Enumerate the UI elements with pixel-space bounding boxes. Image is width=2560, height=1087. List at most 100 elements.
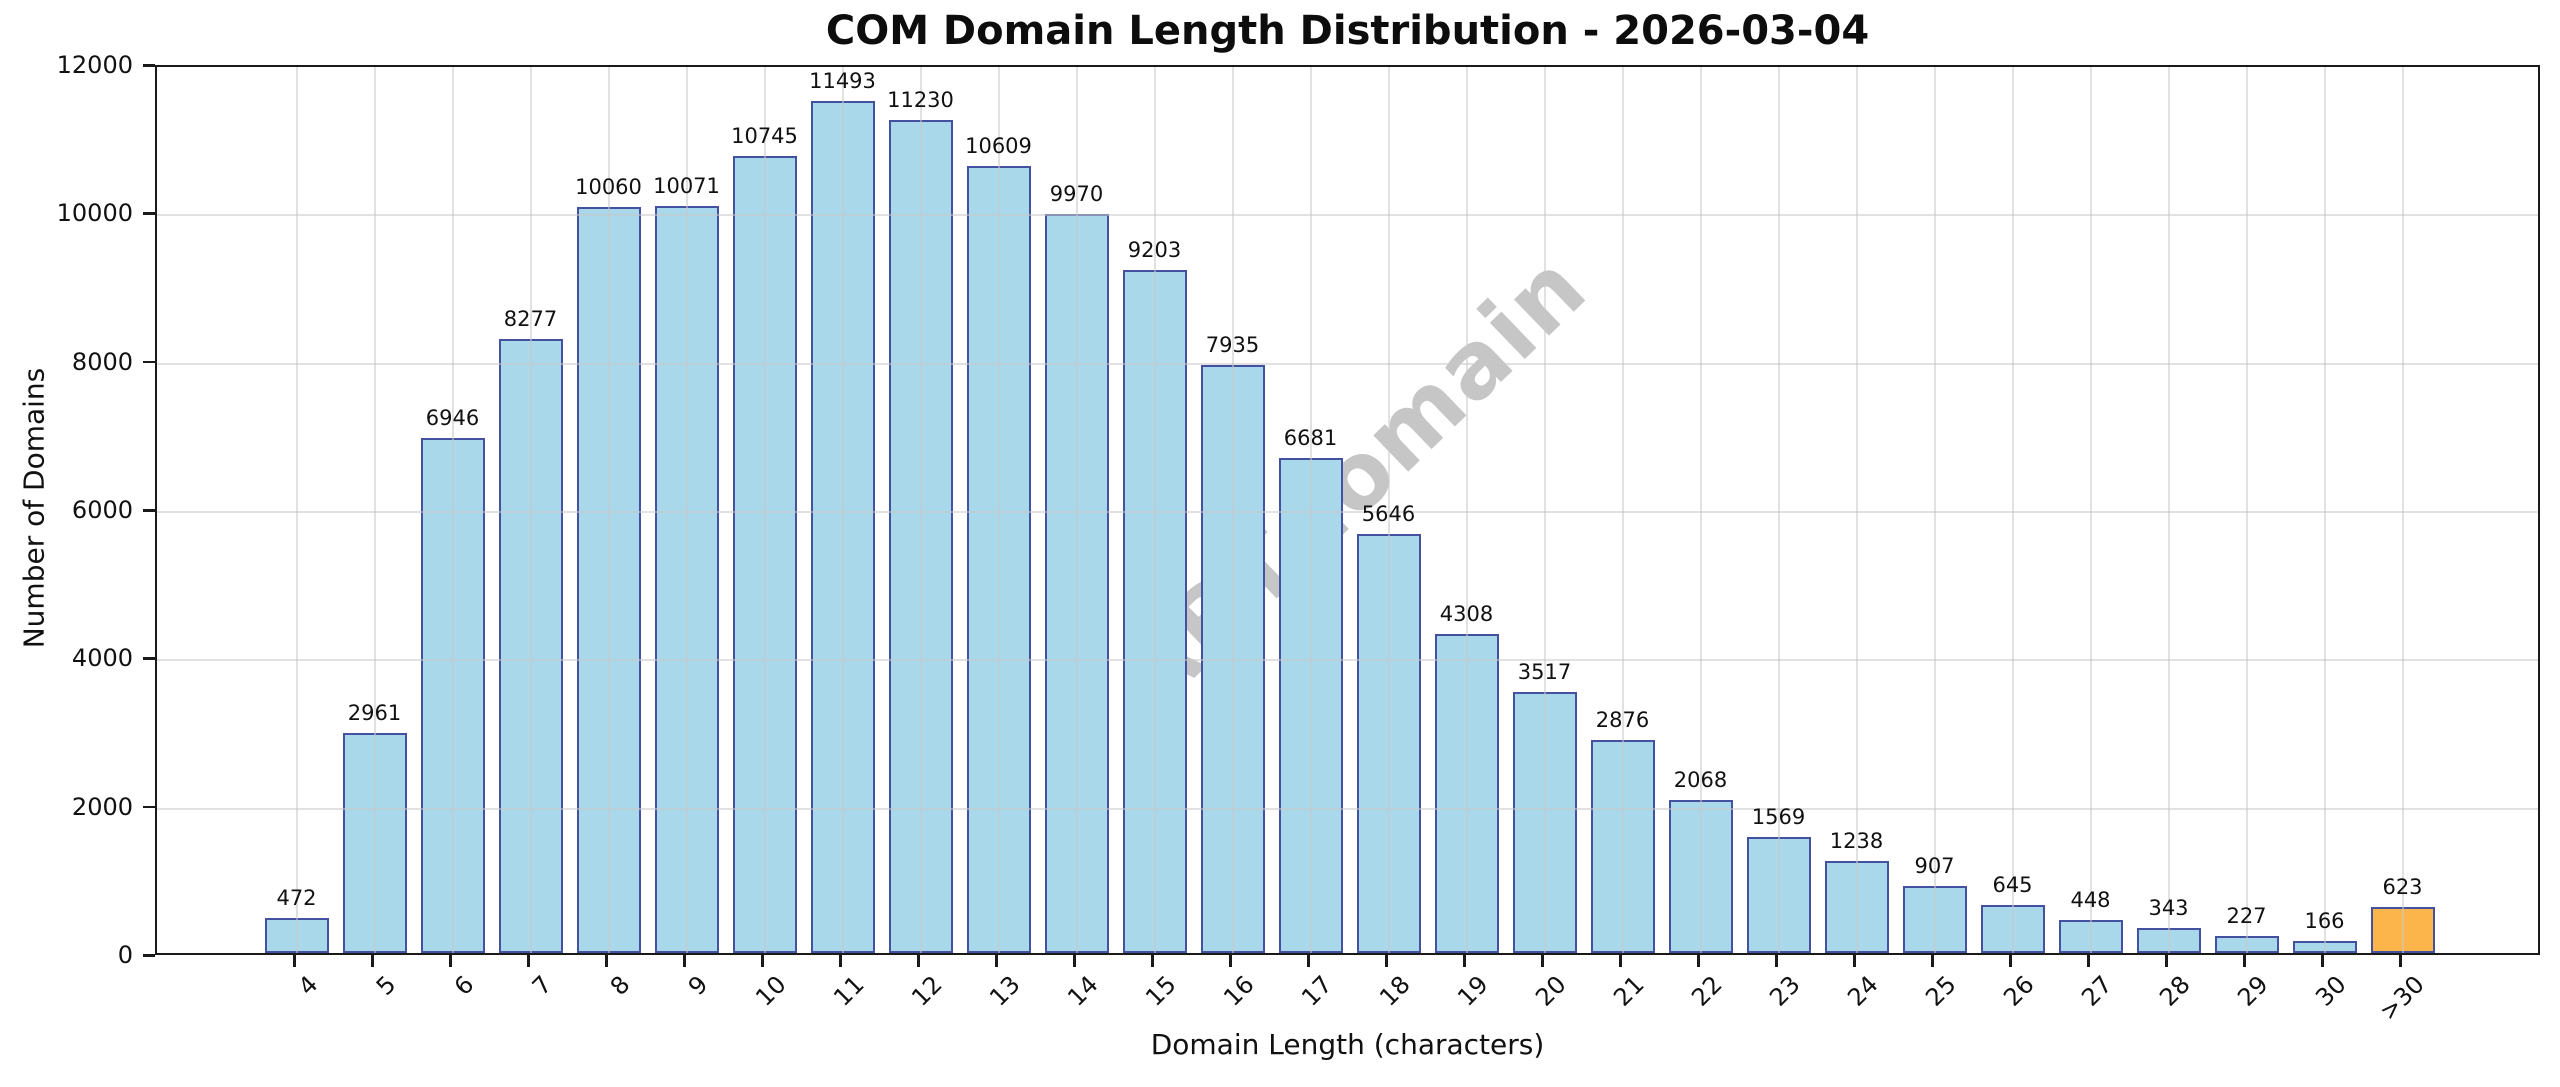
gridline-vertical <box>1933 67 1936 953</box>
x-tick-mark <box>1619 955 1622 967</box>
bar-value-label: 3517 <box>1517 660 1572 685</box>
gridline-horizontal <box>157 214 2538 217</box>
gridline-vertical <box>607 67 610 953</box>
x-tick-label: 13 <box>984 970 1026 1012</box>
y-tick-mark <box>143 212 155 215</box>
y-tick-mark <box>143 64 155 67</box>
x-tick-mark <box>605 955 608 967</box>
x-tick-label: 8 <box>604 970 636 1001</box>
gridline-vertical <box>919 67 922 953</box>
gridline-vertical <box>2245 67 2248 953</box>
bar-value-label: 10060 <box>575 174 642 199</box>
bar-value-label: 343 <box>2148 895 2189 920</box>
x-tick-mark <box>1541 955 1544 967</box>
x-tick-mark <box>917 955 920 967</box>
x-tick-label: 19 <box>1452 970 1494 1012</box>
y-tick-label: 4000 <box>71 644 133 673</box>
bar-value-label: 4308 <box>1439 601 1494 626</box>
bar-value-label: 5646 <box>1361 502 1416 527</box>
x-tick-label: 30 <box>2310 970 2352 1012</box>
x-tick-mark <box>1385 955 1388 967</box>
gridline-horizontal <box>157 659 2538 662</box>
bar-value-label: 10745 <box>731 124 798 149</box>
gridline-vertical <box>1309 67 1312 953</box>
y-tick-label: 2000 <box>71 792 133 821</box>
x-tick-mark <box>2009 955 2012 967</box>
x-tick-mark <box>2399 955 2402 967</box>
gridline-horizontal <box>157 511 2538 513</box>
x-axis-label: Domain Length (characters) <box>1150 1028 1545 1061</box>
x-tick-label: 28 <box>2154 970 2196 1012</box>
bar-value-label: 9203 <box>1127 238 1182 263</box>
x-tick-mark <box>293 955 296 967</box>
bar-value-label: 472 <box>276 886 317 910</box>
bar-value-label: 227 <box>2226 904 2267 929</box>
bar-value-label: 1238 <box>1829 829 1884 854</box>
bar-value-label: 10071 <box>653 174 720 199</box>
x-tick-label: 5 <box>370 970 402 1001</box>
gridline-vertical <box>2011 67 2014 953</box>
gridline-vertical <box>2401 67 2404 953</box>
x-tick-label: 15 <box>1140 970 1182 1012</box>
bar-value-label: 11230 <box>887 88 954 113</box>
x-tick-label: 27 <box>2076 970 2118 1012</box>
gridline-horizontal <box>157 362 2538 365</box>
gridline-vertical <box>1465 67 1468 953</box>
x-tick-mark <box>1853 955 1856 967</box>
gridline-vertical <box>685 67 688 953</box>
x-tick-mark <box>1307 955 1310 967</box>
gridline-vertical <box>295 67 298 953</box>
gridline-vertical <box>841 67 844 953</box>
chart-title: COM Domain Length Distribution - 2026-03… <box>825 8 1870 54</box>
bar-value-label: 1569 <box>1751 804 1806 829</box>
gridline-vertical <box>1855 67 1858 953</box>
bar-value-label: 9970 <box>1049 181 1104 206</box>
x-tick-label: 22 <box>1686 970 1728 1012</box>
x-tick-label: 26 <box>1998 970 2040 1012</box>
x-tick-label: 10 <box>750 970 792 1012</box>
y-tick-label: 8000 <box>71 347 133 376</box>
x-tick-mark <box>1229 955 1232 967</box>
x-tick-label: 24 <box>1842 970 1884 1012</box>
x-tick-label: 14 <box>1062 970 1104 1012</box>
x-tick-label: 18 <box>1374 970 1416 1012</box>
gridline-vertical <box>451 67 454 953</box>
x-tick-label: 21 <box>1608 970 1650 1012</box>
bar-value-label: 2961 <box>347 701 402 726</box>
gridline-vertical <box>1621 67 1624 953</box>
bar-value-label: 8277 <box>503 307 558 332</box>
gridline-vertical <box>1699 67 1702 953</box>
x-tick-mark <box>761 955 764 967</box>
bar-value-label: 907 <box>1914 853 1955 878</box>
y-tick-label: 10000 <box>56 199 133 228</box>
x-tick-mark <box>2243 955 2246 967</box>
bar-value-label: 623 <box>2382 874 2423 899</box>
gridline-vertical <box>373 67 376 953</box>
x-tick-mark <box>839 955 842 967</box>
x-tick-mark <box>2321 955 2324 967</box>
x-tick-label: 29 <box>2232 970 2274 1012</box>
gridline-vertical <box>2167 67 2170 953</box>
y-tick-mark <box>143 360 155 364</box>
y-tick-mark <box>143 509 155 512</box>
bar-value-label: 2876 <box>1595 707 1650 732</box>
bar-value-label: 2068 <box>1673 767 1728 792</box>
bar-value-label: 645 <box>1992 873 2033 898</box>
gridline-vertical <box>1231 67 1234 953</box>
x-tick-label: 16 <box>1218 970 1260 1012</box>
bar-value-label: 6946 <box>425 405 480 430</box>
x-tick-label: 23 <box>1764 970 1806 1012</box>
bar-value-label: 448 <box>2070 887 2111 912</box>
x-tick-mark <box>1151 955 1154 967</box>
x-tick-mark <box>1931 955 1934 967</box>
x-tick-label: 20 <box>1530 970 1572 1012</box>
x-tick-label: 4 <box>292 970 324 1001</box>
x-tick-mark <box>1463 955 1466 967</box>
x-tick-label: 12 <box>906 970 948 1012</box>
x-tick-label: 25 <box>1920 970 1962 1012</box>
bar-value-label: 6681 <box>1283 425 1338 450</box>
plot-area: ABTdomain 472 2961 6946 8277 10060 10071 10745… <box>155 65 2540 955</box>
bar-value-label: 10609 <box>965 134 1032 159</box>
x-tick-mark <box>527 955 530 967</box>
